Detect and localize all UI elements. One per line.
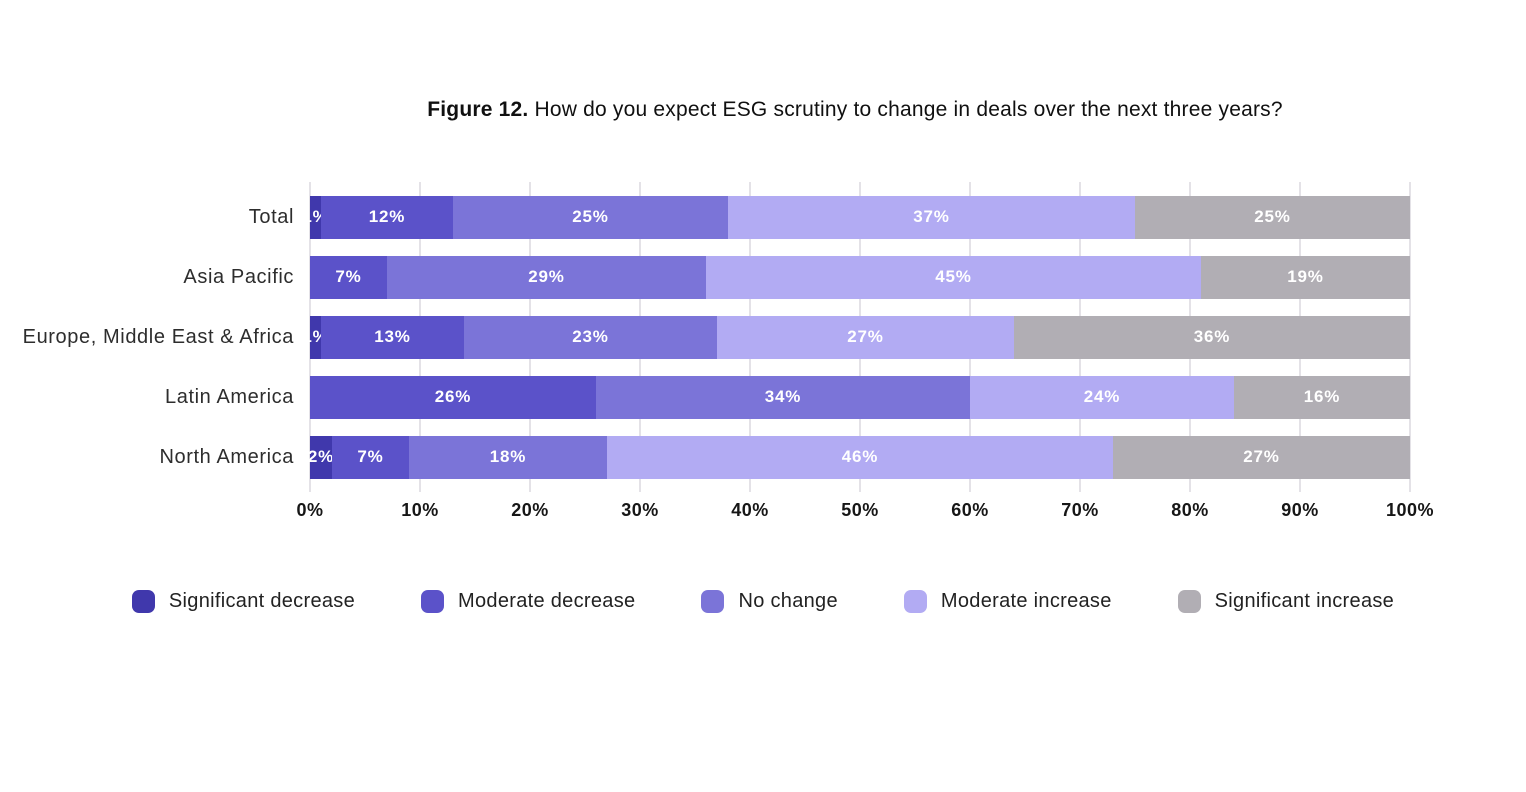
bar-segment-value: 24% bbox=[1083, 387, 1121, 406]
bar-segment: 19% bbox=[1201, 255, 1410, 299]
x-tick-label: 70% bbox=[1061, 500, 1099, 520]
bar-segment: 7% bbox=[310, 255, 387, 299]
chart-title-prefix: Figure 12. bbox=[427, 98, 529, 121]
bar-row: 2% 7% 18% 46% 27% bbox=[307, 427, 1410, 487]
stacked-bar: 2% 7% 18% 46% 27% bbox=[307, 435, 1410, 479]
chart: Total Asia Pacific Europe, Middle East & A… bbox=[0, 182, 1526, 492]
chart-title: Figure 12. How do you expect ESG scrutin… bbox=[300, 98, 1410, 122]
category-label: Asia Pacific bbox=[183, 265, 294, 288]
bar-segment-value: 27% bbox=[1243, 447, 1280, 466]
bar-segment-value: 18% bbox=[489, 447, 527, 466]
bar-segment: 7% bbox=[332, 435, 409, 479]
bar-segment: 13% bbox=[321, 315, 464, 359]
x-axis: 0% 10% 20% 30% 40% 50% 60% 70% 80% 90% 100% bbox=[296, 492, 1433, 526]
bar-segment: 26% bbox=[310, 375, 596, 419]
legend-item: Significant decrease bbox=[131, 590, 356, 613]
x-tick-label: 60% bbox=[951, 500, 989, 520]
bar-segment-value: 29% bbox=[528, 267, 565, 286]
bar-row: 1% 13% 23% 27% 36% bbox=[302, 307, 1410, 367]
bar-segment: 24% bbox=[970, 375, 1234, 419]
bar-segment-value: 46% bbox=[841, 447, 879, 466]
bar-segment: 45% bbox=[706, 255, 1201, 299]
legend-label: Significant increase bbox=[1214, 590, 1395, 612]
bar-segment-value: 7% bbox=[357, 447, 384, 466]
category-label: Latin America bbox=[165, 385, 294, 408]
bar-segment: 34% bbox=[596, 375, 970, 419]
x-tick-label: 40% bbox=[731, 500, 769, 520]
bar-segment-value: 12% bbox=[368, 207, 406, 226]
bar-segment: 2% bbox=[307, 435, 335, 479]
bar-segment-value: 25% bbox=[572, 207, 609, 226]
bar-segment: 1% bbox=[302, 195, 328, 239]
legend-item: Moderate decrease bbox=[421, 590, 635, 613]
bar-segment: 18% bbox=[409, 435, 607, 479]
bar-row: 1% 12% 25% 37% 25% bbox=[302, 187, 1410, 247]
bar-row: 26% 34% 24% 16% bbox=[310, 367, 1410, 427]
x-tick-label: 90% bbox=[1281, 500, 1319, 520]
legend-item: Significant increase bbox=[1177, 590, 1395, 613]
bar-segment: 1% bbox=[302, 315, 328, 359]
stacked-bar: 1% 12% 25% 37% 25% bbox=[302, 195, 1410, 239]
category-labels: Total Asia Pacific Europe, Middle East & A… bbox=[0, 182, 310, 492]
x-tick-label: 30% bbox=[621, 500, 659, 520]
stacked-bar: 7% 29% 45% 19% bbox=[310, 255, 1410, 299]
bar-segment: 23% bbox=[464, 315, 717, 359]
legend-label: Moderate decrease bbox=[458, 590, 636, 612]
stacked-bar: 1% 13% 23% 27% 36% bbox=[302, 315, 1410, 359]
legend-label: Moderate increase bbox=[940, 590, 1112, 612]
legend-item: No change bbox=[701, 590, 838, 613]
bar-segment: 27% bbox=[1113, 435, 1410, 479]
plot-area: 1% 12% 25% 37% 25% 7% 29% 45% 19% 1% 13% 23% 27% 36% 2… bbox=[302, 182, 1411, 492]
legend-label: Significant decrease bbox=[168, 590, 356, 612]
x-tick-label: 80% bbox=[1171, 500, 1209, 520]
legend-swatch bbox=[421, 590, 445, 613]
bar-segment-value: 19% bbox=[1287, 267, 1324, 286]
bar-segment: 25% bbox=[1135, 195, 1410, 239]
x-tick-label: 100% bbox=[1385, 500, 1435, 520]
x-tick-label: 0% bbox=[296, 500, 324, 520]
gridline bbox=[1409, 182, 1411, 492]
legend-swatch bbox=[701, 590, 725, 613]
bar-segment: 29% bbox=[387, 255, 706, 299]
category-label: North America bbox=[159, 445, 294, 468]
stacked-bar: 26% 34% 24% 16% bbox=[310, 375, 1410, 419]
bar-segment: 36% bbox=[1014, 315, 1410, 359]
x-tick-label: 20% bbox=[511, 500, 549, 520]
bar-segment: 25% bbox=[453, 195, 728, 239]
legend-swatch bbox=[131, 590, 155, 613]
legend-label: No change bbox=[738, 590, 838, 612]
bar-row: 7% 29% 45% 19% bbox=[310, 247, 1410, 307]
category-label: Europe, Middle East & Africa bbox=[22, 325, 294, 348]
chart-title-text: How do you expect ESG scrutiny to change… bbox=[528, 98, 1283, 121]
bar-segment-value: 37% bbox=[913, 207, 950, 226]
bar-segment-value: 27% bbox=[847, 327, 884, 346]
legend-item: Moderate increase bbox=[903, 590, 1112, 613]
legend-swatch bbox=[903, 590, 927, 613]
legend-swatch bbox=[1177, 590, 1201, 613]
x-tick-label: 10% bbox=[401, 500, 439, 520]
category-label: Total bbox=[248, 205, 294, 228]
bar-segment: 37% bbox=[728, 195, 1135, 239]
bar-segment-value: 26% bbox=[434, 387, 472, 406]
bar-segment-value: 36% bbox=[1193, 327, 1231, 346]
bar-segment-value: 16% bbox=[1303, 387, 1341, 406]
bar-segment-value: 7% bbox=[335, 267, 362, 286]
bar-segment: 12% bbox=[321, 195, 453, 239]
bar-segment-value: 45% bbox=[935, 267, 972, 286]
bar-segment: 16% bbox=[1234, 375, 1410, 419]
bar-segment-value: 2% bbox=[307, 447, 335, 466]
x-tick-label: 50% bbox=[841, 500, 879, 520]
bar-segment: 46% bbox=[607, 435, 1113, 479]
bar-segment: 27% bbox=[717, 315, 1014, 359]
bar-segment-value: 23% bbox=[572, 327, 609, 346]
bar-segment-value: 25% bbox=[1254, 207, 1291, 226]
bar-segment-value: 34% bbox=[764, 387, 802, 406]
legend: Significant decrease Moderate decrease No … bbox=[0, 590, 1526, 613]
bar-segment-value: 13% bbox=[374, 327, 411, 346]
